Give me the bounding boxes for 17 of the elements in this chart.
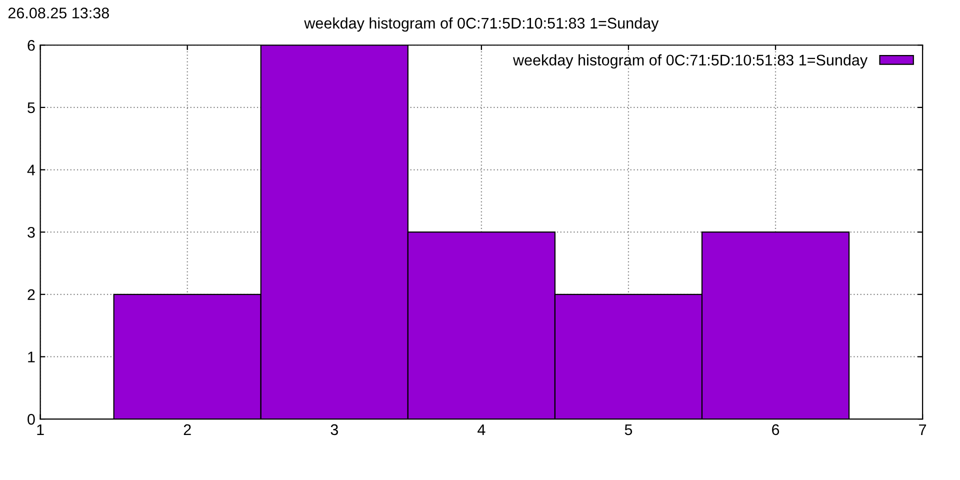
legend-label: weekday histogram of 0C:71:5D:10:51:83 1=Sunday [512,54,868,69]
x-tick-label: 2 [184,424,191,435]
y-tick-label: 6 [28,40,35,51]
chart-title: weekday histogram of 0C:71:5D:10:51:83 1=Sunday [304,17,659,32]
x-tick-label: 4 [478,424,486,435]
y-tick-label: 4 [27,164,36,176]
y-tick-label: 2 [28,289,35,300]
x-tick-label: 1 [37,424,44,435]
y-tick-label: 3 [28,226,35,238]
text: 26.08.25 13:38 [8,8,109,18]
x-tick-label: 5 [624,424,632,436]
x-tick-label: 7 [919,424,926,435]
y-tick-label: 1 [28,352,35,362]
y-tick-label: 5 [28,102,35,114]
x-tick-label: 6 [772,424,780,436]
x-tick-label: 3 [330,424,338,436]
y-tick-label: 0 [28,414,35,425]
